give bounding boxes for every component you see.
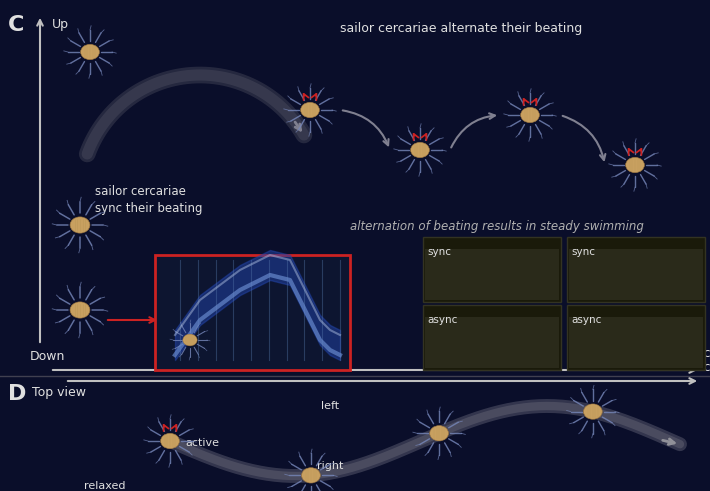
Text: distance: distance	[665, 361, 710, 374]
Text: async: async	[571, 315, 601, 325]
Text: right: right	[317, 461, 343, 471]
Text: sailor cercariae alternate their beating: sailor cercariae alternate their beating	[340, 22, 582, 35]
Text: sync: sync	[427, 247, 451, 257]
Ellipse shape	[626, 157, 645, 173]
Text: sailor cercariae
sync their beating: sailor cercariae sync their beating	[95, 185, 202, 215]
Ellipse shape	[430, 426, 449, 441]
FancyBboxPatch shape	[569, 317, 703, 368]
Ellipse shape	[631, 338, 641, 346]
Text: active: active	[185, 438, 219, 448]
Ellipse shape	[183, 334, 197, 346]
Ellipse shape	[81, 44, 99, 59]
Text: Top view: Top view	[32, 386, 86, 399]
FancyBboxPatch shape	[423, 237, 561, 302]
Text: D: D	[8, 384, 26, 404]
Ellipse shape	[302, 468, 320, 483]
FancyBboxPatch shape	[567, 237, 705, 302]
Ellipse shape	[70, 302, 90, 318]
Text: Down: Down	[30, 350, 65, 363]
FancyBboxPatch shape	[155, 255, 350, 370]
Text: left: left	[321, 401, 339, 411]
Ellipse shape	[300, 102, 320, 118]
Ellipse shape	[631, 270, 641, 278]
FancyBboxPatch shape	[569, 249, 703, 300]
Ellipse shape	[70, 217, 90, 233]
Text: Up: Up	[52, 18, 69, 31]
FancyBboxPatch shape	[567, 305, 705, 370]
Ellipse shape	[487, 338, 497, 346]
Text: distance: distance	[665, 347, 710, 360]
FancyBboxPatch shape	[425, 317, 559, 368]
Text: C: C	[8, 15, 24, 35]
Ellipse shape	[487, 270, 497, 278]
Text: async: async	[427, 315, 457, 325]
Text: alternation of beating results in steady swimming: alternation of beating results in steady…	[350, 220, 644, 233]
Ellipse shape	[520, 108, 540, 123]
Ellipse shape	[410, 142, 430, 158]
Text: relaxed: relaxed	[84, 481, 126, 491]
Ellipse shape	[584, 404, 602, 419]
FancyBboxPatch shape	[423, 305, 561, 370]
FancyBboxPatch shape	[425, 249, 559, 300]
Ellipse shape	[160, 434, 180, 449]
Text: sync: sync	[571, 247, 595, 257]
